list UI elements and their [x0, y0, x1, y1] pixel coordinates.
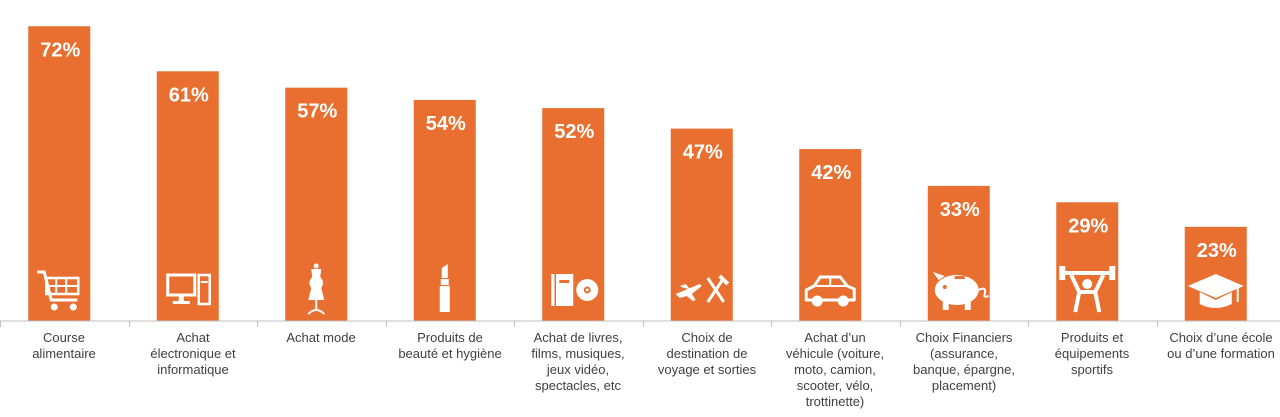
piggy-bank-icon — [932, 272, 990, 310]
value-label: 47% — [683, 142, 723, 164]
category-label: Choix de destination de voyage et sorties — [643, 330, 771, 378]
category-label-line: spectacles, etc — [535, 378, 621, 393]
category-label-line: (assurance, — [930, 346, 998, 361]
value-label: 61% — [169, 84, 209, 106]
category-label-line: Achat mode — [286, 330, 356, 345]
category-label-line: Achat de livres, — [533, 330, 623, 345]
category-label-line: électronique et — [150, 346, 236, 361]
category-label-line: scooter, vélo, — [796, 378, 874, 393]
category-label: Produits de beauté et hygiène — [386, 330, 514, 362]
shopping-cart-icon — [37, 270, 80, 311]
category-label: Produits et équipements sportifs — [1028, 330, 1156, 378]
category-label-line: alimentaire — [32, 346, 96, 361]
category-label-line: beauté et hygiène — [398, 346, 502, 361]
x-axis-ticks — [0, 321, 1158, 327]
category-label-line: Course — [43, 330, 85, 345]
category-label-line: trottinette) — [805, 394, 865, 409]
category-label: Course alimentaire — [0, 330, 128, 362]
category-label-line: équipements — [1054, 346, 1130, 361]
value-label: 57% — [297, 101, 337, 123]
category-label-line: Choix de — [681, 330, 733, 345]
value-label: 52% — [554, 121, 594, 143]
bar — [670, 128, 733, 321]
category-label-line: Produits et — [1060, 330, 1124, 345]
category-label-line: Produits de — [417, 330, 483, 345]
category-label-line: moto, camion, — [794, 362, 876, 377]
value-label: 33% — [940, 199, 980, 221]
bar — [1056, 202, 1119, 321]
plane-cutlery-icon — [675, 274, 730, 303]
category-label-line: sportifs — [1071, 362, 1113, 377]
dress-mannequin-icon — [307, 263, 325, 315]
value-label: 42% — [811, 162, 851, 184]
category-label-line: jeux vidéo, — [546, 362, 610, 377]
value-labels-group: 72% 61% 57% 54% 52% 47% 42% 33% 29% 23% — [40, 39, 1237, 262]
category-label-line: banque, épargne, — [913, 362, 1015, 377]
graduation-cap-icon — [1187, 274, 1244, 308]
category-label: Achat de livres, films, musiques, jeux vid… — [514, 330, 642, 394]
category-label-line: films, musiques, — [531, 346, 625, 361]
lipstick-icon — [439, 264, 450, 312]
category-label-line: Achat — [176, 330, 210, 345]
category-label: Achat mode — [257, 330, 385, 346]
category-label-line: Choix d’une école — [1169, 330, 1273, 345]
value-label: 54% — [426, 113, 466, 135]
category-label-line: Achat d’un — [804, 330, 866, 345]
bar — [799, 149, 862, 321]
category-label-line: ou d’une formation — [1167, 346, 1275, 361]
value-label: 23% — [1197, 240, 1237, 262]
category-label: Achat d’un véhicule (voiture, moto, camion… — [771, 330, 899, 410]
category-label-line: destination de — [666, 346, 748, 361]
category-label-line: véhicule (voiture, — [785, 346, 885, 361]
weightlifter-icon — [1059, 266, 1116, 313]
book-disc-icon — [551, 274, 599, 306]
category-label-line: voyage et sorties — [657, 362, 757, 377]
value-label: 29% — [1068, 215, 1108, 237]
computer-icon — [166, 273, 211, 306]
value-label: 72% — [40, 39, 80, 61]
category-label: Choix Financiers (assurance, banque, éparg… — [900, 330, 1028, 394]
category-label-line: placement) — [931, 378, 997, 393]
icons-group — [37, 263, 1244, 315]
category-label-line: informatique — [157, 362, 229, 377]
category-label: Achat électronique et informatique — [129, 330, 257, 378]
category-label-line: Choix Financiers — [915, 330, 1013, 345]
car-icon — [804, 275, 856, 307]
category-label: Choix d’une école ou d’une formation — [1157, 330, 1280, 362]
